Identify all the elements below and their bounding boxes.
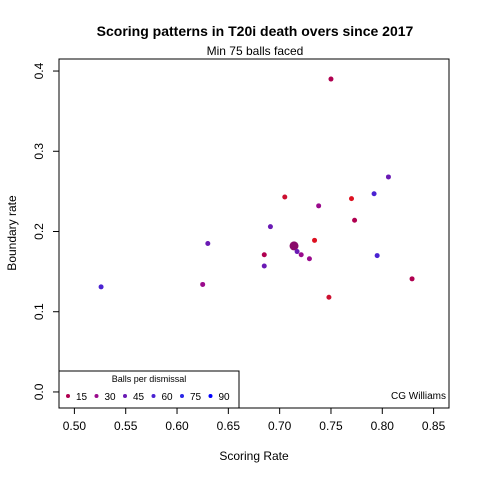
data-point — [98, 284, 104, 290]
legend-marker — [208, 394, 213, 398]
legend: Balls per dismissal 15 30 45 60 75 90 — [58, 370, 240, 409]
plot-frame — [58, 58, 450, 409]
data-point — [294, 249, 300, 255]
data-point — [409, 276, 415, 282]
legend-marker — [180, 394, 184, 398]
data-point — [261, 252, 267, 258]
data-point — [374, 253, 380, 259]
legend-title: Balls per dismissal — [112, 374, 187, 384]
x-tick-label: 0.70 — [268, 419, 292, 433]
y-tick-label: 0.3 — [32, 143, 46, 160]
data-point — [385, 174, 391, 180]
data-points — [98, 76, 415, 300]
data-point — [326, 294, 332, 300]
data-point — [205, 241, 211, 247]
chart-title: Scoring patterns in T20i death overs sin… — [97, 23, 414, 39]
y-tick-label: 0.1 — [32, 303, 46, 320]
data-point — [312, 237, 318, 243]
data-point — [352, 217, 358, 223]
data-point — [298, 252, 304, 258]
legend-box — [58, 370, 240, 409]
x-tick-label: 0.65 — [217, 419, 241, 433]
x-tick-label: 0.50 — [63, 419, 87, 433]
y-tick-label: 0.4 — [32, 62, 46, 79]
legend-marker — [94, 394, 99, 398]
legend-label: 45 — [133, 392, 145, 403]
data-point — [306, 256, 312, 262]
y-tick-label: 0.2 — [32, 223, 46, 240]
data-point — [349, 196, 354, 202]
y-tick-label: 0.0 — [32, 383, 46, 400]
x-tick-label: 0.85 — [422, 419, 446, 433]
data-point — [316, 203, 322, 209]
legend-items: 15 30 45 60 75 90 — [66, 392, 230, 403]
data-point — [267, 224, 273, 230]
legend-label: 30 — [105, 392, 117, 403]
data-point — [328, 76, 334, 82]
legend-marker — [66, 394, 70, 398]
legend-label: 90 — [219, 392, 231, 403]
data-point — [261, 263, 267, 269]
x-tick-label: 0.80 — [371, 419, 395, 433]
x-tick-label: 0.75 — [319, 419, 343, 433]
y-axis-label: Boundary rate — [5, 195, 19, 271]
y-axis: 0.0 0.1 0.2 0.3 0.4 — [32, 62, 59, 400]
legend-marker — [123, 394, 127, 398]
legend-label: 75 — [190, 392, 202, 403]
x-axis: 0.50 0.55 0.60 0.65 0.70 0.75 0.80 0.85 — [63, 408, 446, 433]
x-axis-label: Scoring Rate — [219, 449, 289, 463]
legend-label: 60 — [162, 392, 174, 403]
credit-text: CG Williams — [391, 391, 446, 402]
data-point — [282, 194, 288, 200]
data-point — [200, 281, 206, 287]
legend-marker — [151, 394, 156, 398]
data-point — [289, 241, 299, 251]
x-tick-label: 0.60 — [165, 419, 189, 433]
x-tick-label: 0.55 — [114, 419, 138, 433]
data-point — [371, 191, 377, 197]
chart-subtitle: Min 75 balls faced — [207, 44, 304, 58]
legend-label: 15 — [76, 392, 88, 403]
